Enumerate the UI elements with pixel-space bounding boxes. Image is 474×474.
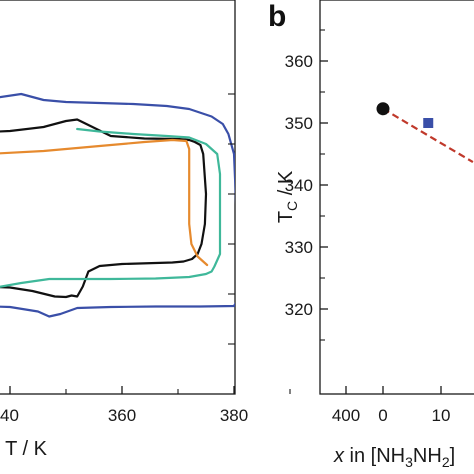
- panel-b-ticks: 320 330 340 350 360 0 10: [285, 29, 451, 425]
- panel-b-y-tick-label-3: 350: [285, 114, 313, 133]
- x-title-suffix: ]: [450, 445, 456, 467]
- panel-b-y-tick-label-4: 360: [285, 52, 313, 71]
- panel-b-fit-line-path: [382, 107, 474, 164]
- panel-b-y-tick-label-2: 340: [285, 176, 313, 195]
- y-title-main: T: [275, 211, 297, 223]
- panel-a-curves: [0, 92, 235, 318]
- y-title-sub: C: [284, 201, 300, 211]
- panel-b-x-tick-label-0: 0: [378, 406, 387, 425]
- x-title-sub2: 2: [442, 454, 450, 470]
- x-title-sub1: 3: [405, 454, 413, 470]
- panel-b-fit-line: [382, 107, 474, 164]
- panel-a-frame: [0, 0, 236, 395]
- panel-b-x-axis-title: x in [NH3NH2]: [333, 445, 455, 470]
- panel-a-x-tick-label-2: 380: [220, 406, 248, 425]
- panel-b-y-tick-label-1: 330: [285, 238, 313, 257]
- x-title-var: x: [333, 445, 345, 467]
- panel-b-y-axis-title: TC / K: [275, 170, 300, 223]
- panel-b: b 320 330 340 350 360 0 10 TC / K x in [NH3NH2…: [268, 0, 474, 470]
- panel-b-point-1: [423, 118, 434, 128]
- x-title-text: in [NH: [344, 445, 405, 467]
- panel-b-letter: b: [268, 0, 286, 33]
- panel-b-points: [376, 102, 434, 128]
- panel-b-point-0: [376, 102, 390, 116]
- panel-a-x-tick-label-3: 400: [332, 406, 360, 425]
- panel-b-y-tick-label-0: 320: [285, 300, 313, 319]
- panel-b-frame: [319, 0, 474, 395]
- panel-a-x-axis-title: T / K: [5, 438, 48, 460]
- panel-a-x-tick-label-1: 360: [108, 406, 136, 425]
- panel-a-x-tick-label-0: 40: [0, 406, 19, 425]
- x-title-mid: NH: [413, 445, 442, 467]
- panel-a-x-ticks: 40 360 380 400: [0, 93, 360, 425]
- panel-a-series-0: [0, 92, 235, 318]
- panel-a-series-3: [0, 138, 209, 267]
- y-title-unit: / K: [275, 170, 297, 201]
- panel-a-series-1: [0, 118, 208, 299]
- panel-b-x-tick-label-1: 10: [432, 406, 451, 425]
- panel-a-series-2: [0, 127, 222, 288]
- panel-a: 40 360 380 400 T / K: [0, 0, 360, 460]
